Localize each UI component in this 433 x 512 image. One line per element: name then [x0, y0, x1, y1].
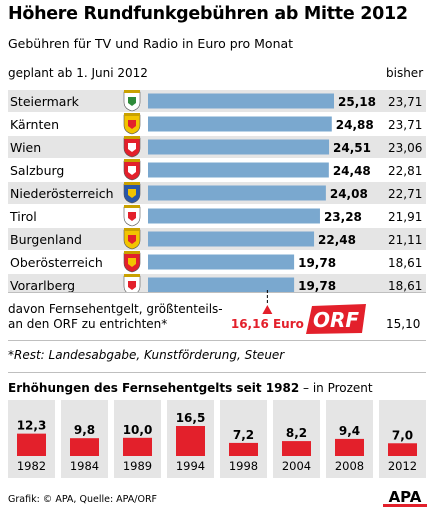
- wien-coat-of-arms-icon: [123, 136, 141, 158]
- increase-year-2008: 2008: [335, 459, 364, 473]
- value-before-salzburg: 22,81: [388, 164, 422, 178]
- value-before-oberoesterreich: 18,61: [388, 256, 422, 270]
- bar-planned-vorarlberg: [148, 277, 295, 292]
- apa-logo-text: APA: [389, 488, 422, 506]
- column-header-planned: geplant ab 1. Juni 2012: [8, 66, 148, 80]
- state-label-steiermark: Steiermark: [10, 94, 80, 109]
- increase-cell-2004: [273, 400, 320, 478]
- increase-year-1994: 1994: [176, 459, 205, 473]
- increase-value-2012: 7,0: [392, 428, 413, 442]
- tv-fee-marker: 16,16 Euro: [231, 290, 304, 331]
- tv-fee-note-line1: davon Fernsehentgelt, größtenteils-: [8, 302, 223, 316]
- state-label-wien: Wien: [10, 140, 41, 155]
- value-before-wien: 23,06: [388, 141, 422, 155]
- increase-bar-2004: [282, 441, 311, 456]
- kaernten-coat-of-arms-icon: [123, 113, 141, 135]
- value-planned-vorarlberg: 19,78: [298, 279, 336, 292]
- oberoesterreich-coat-of-arms-icon: [123, 251, 141, 273]
- bar-planned-tirol: [148, 208, 320, 224]
- increase-year-1989: 1989: [123, 459, 152, 473]
- tv-fee-before-value: 15,10: [386, 317, 421, 331]
- fee-bar-chart: Steiermark 25,18 23,71 Kärnten 24,88 23,71 Wie…: [8, 90, 426, 292]
- increase-cell-1998: [220, 400, 267, 478]
- value-planned-niederoesterreich: 24,08: [330, 187, 368, 201]
- value-planned-steiermark: 25,18: [338, 95, 376, 109]
- apa-logo: APA: [383, 488, 427, 507]
- increase-bar-1984: [70, 438, 99, 456]
- value-planned-kaernten: 24,88: [336, 118, 374, 132]
- increase-year-1998: 1998: [229, 459, 258, 473]
- increase-value-2008: 9,4: [339, 424, 360, 438]
- increase-value-1989: 10,0: [123, 423, 153, 437]
- footnote: *Rest: Landesabgabe, Kunstförderung, Ste…: [8, 348, 285, 362]
- bar-planned-wien: [148, 139, 330, 155]
- source-credit: Grafik: © APA, Quelle: APA/ORF: [8, 494, 158, 505]
- bar-planned-burgenland: [148, 231, 315, 247]
- value-before-burgenland: 21,11: [388, 233, 422, 247]
- bar-planned-oberoesterreich: [148, 254, 295, 270]
- increase-year-1982: 1982: [17, 459, 46, 473]
- increase-bar-1982: [17, 433, 46, 456]
- bar-planned-salzburg: [148, 162, 329, 178]
- increase-chart-title: Erhöhungen des Fernsehentgelts seit 1982…: [8, 381, 373, 395]
- state-label-burgenland: Burgenland: [10, 232, 82, 247]
- state-label-vorarlberg: Vorarlberg: [10, 278, 75, 292]
- orf-logo: ORF: [306, 304, 366, 334]
- value-planned-burgenland: 22,48: [318, 233, 356, 247]
- state-label-niederoesterreich: Niederösterreich: [10, 186, 114, 201]
- chart-divider: [8, 292, 426, 293]
- column-header-before: bisher: [386, 66, 424, 80]
- state-label-tirol: Tirol: [9, 209, 37, 224]
- value-planned-salzburg: 24,48: [333, 164, 371, 178]
- value-before-vorarlberg: 18,61: [388, 279, 422, 292]
- state-label-oberoesterreich: Oberösterreich: [10, 255, 103, 270]
- note-divider: [8, 340, 426, 341]
- increase-value-1982: 12,3: [17, 419, 47, 433]
- increase-year-2012: 2012: [388, 459, 417, 473]
- increase-value-2004: 8,2: [286, 426, 307, 440]
- section-divider: [8, 372, 426, 373]
- orf-logo-text: ORF: [313, 308, 359, 332]
- chart-subtitle: Gebühren für TV und Radio in Euro pro Mo…: [8, 36, 294, 51]
- state-label-kaernten: Kärnten: [10, 117, 59, 132]
- tv-fee-marker-value: 16,16 Euro: [231, 317, 304, 331]
- increase-bar-1994: [176, 426, 205, 456]
- increase-cell-2012: [379, 400, 426, 478]
- increase-value-1998: 7,2: [233, 428, 254, 442]
- increase-value-1994: 16,5: [176, 411, 206, 425]
- increase-bar-2012: [388, 443, 417, 456]
- bar-planned-niederoesterreich: [148, 185, 326, 201]
- increase-chart-title-bold: Erhöhungen des Fernsehentgelts seit 1982: [8, 381, 300, 395]
- state-label-salzburg: Salzburg: [10, 163, 64, 178]
- value-before-steiermark: 23,71: [388, 95, 422, 109]
- increase-bar-1989: [123, 437, 152, 456]
- increase-value-1984: 9,8: [74, 423, 95, 437]
- value-before-kaernten: 23,71: [388, 118, 422, 132]
- increase-bar-1998: [229, 442, 258, 456]
- value-before-tirol: 21,91: [388, 210, 422, 224]
- vorarlberg-coat-of-arms-icon: [123, 274, 141, 292]
- bar-planned-kaernten: [148, 116, 332, 132]
- bar-planned-steiermark: [148, 93, 334, 109]
- salzburg-coat-of-arms-icon: [123, 159, 141, 181]
- value-planned-tirol: 23,28: [324, 210, 362, 224]
- burgenland-coat-of-arms-icon: [123, 228, 141, 250]
- tirol-coat-of-arms-icon: [123, 205, 141, 227]
- increase-chart-title-rest: – in Prozent: [299, 381, 373, 395]
- value-planned-oberoesterreich: 19,78: [298, 256, 336, 270]
- tv-fee-marker-triangle: [262, 305, 273, 314]
- increase-year-2004: 2004: [282, 459, 311, 473]
- tv-fee-note-line2: an den ORF zu entrichten*: [8, 317, 168, 331]
- value-before-niederoesterreich: 22,71: [388, 187, 422, 201]
- niederoesterreich-coat-of-arms-icon: [123, 182, 141, 204]
- steiermark-coat-of-arms-icon: [123, 90, 141, 112]
- increase-bar-chart: 12,3 1982 9,8 1984 10,0 1989 16,5 1994 7,2 1998 8,…: [8, 400, 426, 478]
- increase-year-1984: 1984: [70, 459, 99, 473]
- value-planned-wien: 24,51: [333, 141, 371, 155]
- chart-title: Höhere Rundfunkgebühren ab Mitte 2012: [8, 4, 408, 24]
- increase-bar-2008: [335, 438, 364, 456]
